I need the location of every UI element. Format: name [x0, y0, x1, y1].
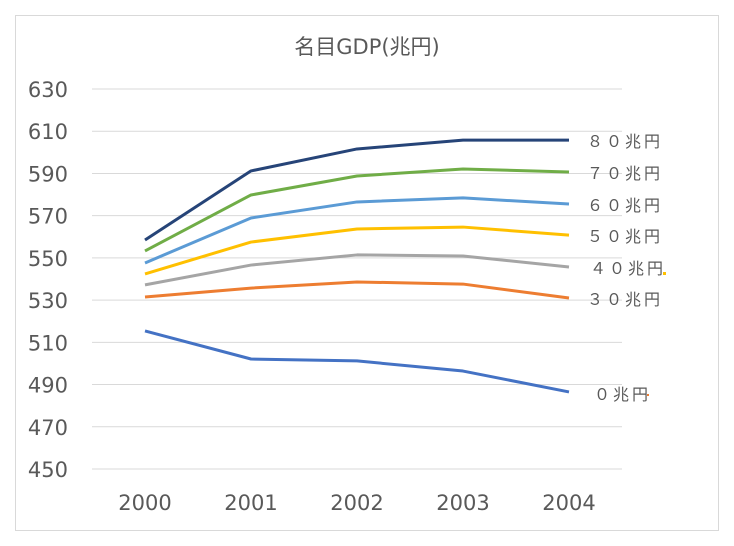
series-label: ４０兆円 [590, 259, 666, 278]
y-tick-label: 550 [28, 247, 68, 271]
x-tick-label: 2000 [118, 491, 171, 515]
series-label: ６０兆円 [587, 196, 663, 215]
series-line [144, 167, 570, 253]
chart-title: 名目GDP(兆円) [294, 35, 440, 59]
y-tick-label: 490 [28, 374, 68, 398]
y-tick-label: 530 [28, 289, 68, 313]
series-line [144, 225, 570, 276]
marker-dot [647, 394, 649, 396]
y-tick-label: 570 [28, 205, 68, 229]
series-line [144, 138, 569, 242]
series-line [144, 196, 570, 265]
series-label: ５０兆円 [587, 227, 663, 246]
y-tick-label: 510 [28, 331, 68, 355]
series-label: ３０兆円 [587, 290, 663, 309]
series-line [144, 253, 570, 287]
x-tick-label: 2002 [330, 491, 383, 515]
series-label: ０兆円 [594, 385, 651, 404]
x-tick-label: 2004 [542, 491, 595, 515]
marker-dot [663, 272, 666, 275]
y-tick-label: 590 [28, 162, 68, 186]
series-label: ７０兆円 [587, 164, 663, 183]
y-tick-label: 630 [28, 78, 68, 102]
y-tick-label: 610 [28, 120, 68, 144]
y-tick-label: 470 [28, 416, 68, 440]
x-tick-label: 2001 [224, 491, 277, 515]
series-label: ８０兆円 [587, 132, 663, 151]
series-line [144, 329, 570, 394]
series-line [144, 280, 570, 300]
x-tick-label: 2003 [436, 491, 489, 515]
y-tick-label: 450 [28, 458, 68, 482]
chart-frame [15, 15, 719, 531]
